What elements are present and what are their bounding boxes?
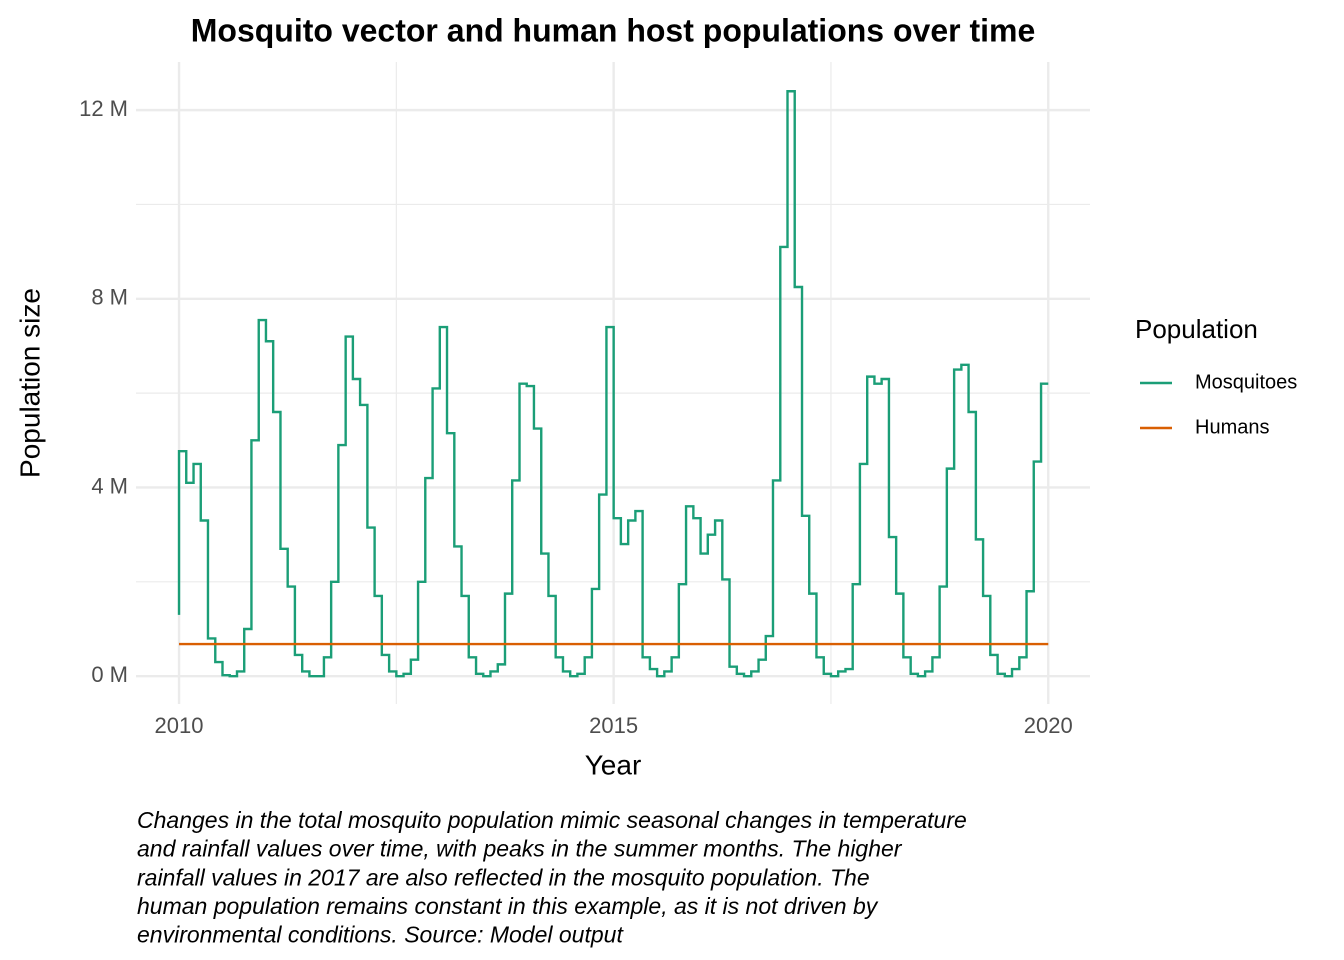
y-tick-label: 0 M [91, 662, 128, 687]
caption-line: human population remains constant in thi… [137, 893, 879, 919]
caption-line: rainfall values in 2017 are also reflect… [137, 864, 870, 890]
legend-title: Population [1135, 314, 1258, 344]
caption-line: and rainfall values over time, with peak… [137, 836, 903, 862]
x-tick-label: 2015 [589, 713, 638, 738]
x-axis-label: Year [585, 749, 642, 780]
y-axis-label: Population size [14, 288, 45, 478]
x-tick-label: 2010 [155, 713, 204, 738]
chart-title: Mosquito vector and human host populatio… [191, 12, 1036, 48]
y-tick-label: 8 M [91, 285, 128, 310]
caption-line: Changes in the total mosquito population… [137, 807, 967, 833]
y-tick-label: 12 M [79, 96, 128, 121]
caption: Changes in the total mosquito population… [137, 807, 967, 947]
legend-label: Mosquitoes [1195, 371, 1297, 393]
plot-marks [177, 90, 1049, 678]
grid: 2010 2015 2020 0 M 4 M 8 M 12 M [79, 62, 1090, 738]
y-tick-label: 4 M [91, 473, 128, 498]
series-line [177, 90, 1049, 678]
legend-label: Humans [1195, 416, 1269, 438]
x-tick-label: 2020 [1024, 713, 1073, 738]
legend: Mosquitoes Humans [1140, 371, 1297, 438]
caption-line: environmental conditions. Source: Model … [137, 921, 624, 947]
